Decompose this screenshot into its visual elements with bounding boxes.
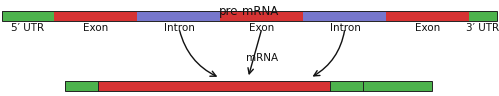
Bar [363, 81, 432, 91]
Bar [220, 11, 303, 21]
Text: Exon: Exon [415, 23, 441, 33]
Bar [65, 81, 432, 91]
Text: mRNA: mRNA [246, 53, 278, 63]
Bar [137, 11, 220, 21]
Text: Exon: Exon [83, 23, 109, 33]
Text: Intron: Intron [329, 23, 360, 33]
Text: 3′ UTR: 3′ UTR [467, 23, 499, 33]
Bar [469, 11, 497, 21]
Bar [54, 11, 137, 21]
Bar [98, 81, 330, 91]
Bar [2, 11, 497, 21]
Bar [65, 81, 98, 91]
Text: pre-mRNA: pre-mRNA [219, 5, 279, 18]
Bar [303, 11, 386, 21]
Text: Exon: Exon [250, 23, 274, 33]
Bar [330, 81, 363, 91]
Text: 5′ UTR: 5′ UTR [11, 23, 44, 33]
Text: Intron: Intron [164, 23, 195, 33]
Bar [386, 11, 469, 21]
Bar [2, 11, 54, 21]
